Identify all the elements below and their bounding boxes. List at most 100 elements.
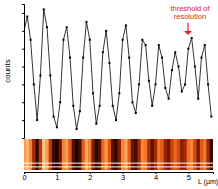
data-marker — [95, 123, 97, 125]
strip-cell — [210, 139, 213, 170]
y-tick — [22, 67, 24, 68]
strip-cell — [124, 139, 128, 170]
strip-cell — [147, 139, 151, 170]
data-marker — [59, 101, 61, 103]
strip-background — [24, 139, 213, 170]
data-marker — [43, 8, 45, 10]
strip-cell — [82, 139, 86, 170]
plot-marks — [24, 8, 212, 130]
data-marker — [53, 116, 55, 118]
data-marker — [62, 39, 64, 41]
y-tick-mark — [22, 67, 24, 68]
x-tick: 1 — [55, 172, 59, 182]
x-tick: 2 — [88, 172, 92, 182]
data-marker — [33, 83, 35, 85]
data-marker — [26, 16, 28, 18]
strip-cell — [45, 139, 49, 170]
data-marker — [66, 26, 68, 28]
data-marker — [191, 37, 193, 39]
x-tick-label: 5 — [187, 173, 191, 182]
data-marker — [171, 69, 173, 71]
data-marker — [89, 39, 91, 41]
data-marker — [187, 48, 189, 50]
data-marker — [92, 92, 94, 94]
strip-cell — [197, 139, 201, 170]
strip-cell — [170, 139, 174, 170]
annotation-arrowhead — [184, 31, 192, 35]
strip-cell — [206, 139, 210, 170]
x-tick-label: 3 — [121, 173, 125, 182]
data-line — [24, 9, 211, 129]
chart: 012345L (µm)countsthreshold ofresolution — [0, 0, 218, 189]
data-marker — [99, 105, 101, 107]
strip-cell — [88, 139, 92, 170]
x-tick: 5 — [187, 172, 191, 182]
data-marker — [30, 39, 32, 41]
x-tick: 3 — [121, 172, 125, 182]
data-marker — [85, 21, 87, 23]
data-marker — [151, 105, 153, 107]
annotation-text: resolution — [174, 12, 207, 21]
y-tick-mark — [22, 49, 24, 50]
strip-cell — [65, 139, 69, 170]
strip-cell — [190, 139, 194, 170]
data-marker — [177, 66, 179, 68]
strip-cell — [167, 139, 171, 170]
strip-cell — [114, 139, 118, 170]
strip-cell — [134, 139, 138, 170]
strip-cell — [91, 139, 95, 170]
y-tick — [22, 138, 24, 139]
data-marker — [131, 101, 133, 103]
x-tick-label: 0 — [22, 173, 26, 182]
y-tick — [22, 49, 24, 50]
data-marker — [46, 26, 48, 28]
strip-cell — [154, 139, 158, 170]
data-marker — [76, 128, 78, 130]
annotation: threshold ofresolution — [170, 4, 210, 35]
data-marker — [194, 66, 196, 68]
data-marker — [210, 116, 212, 118]
x-axis-line — [25, 173, 214, 175]
x-tick: 4 — [154, 172, 158, 182]
data-marker — [108, 62, 110, 64]
strip-cell — [101, 139, 105, 170]
strip-cell — [177, 139, 181, 170]
strip-cell — [29, 139, 33, 170]
x-axis-title: L (µm) — [198, 178, 218, 186]
data-marker — [102, 51, 104, 53]
strip-cell — [131, 139, 135, 170]
data-marker — [118, 92, 120, 94]
data-marker — [49, 74, 51, 76]
data-marker — [56, 126, 58, 128]
y-tick-mark — [22, 13, 24, 14]
y-axis — [22, 5, 25, 139]
data-marker — [184, 83, 186, 85]
strip-cell — [108, 139, 112, 170]
strip-cell — [42, 139, 46, 170]
data-marker — [36, 119, 38, 121]
strip-cell — [78, 139, 82, 170]
strip-cell — [144, 139, 148, 170]
strip-cell — [183, 139, 187, 170]
data-marker — [148, 80, 150, 82]
strip-cell — [137, 139, 141, 170]
data-marker — [135, 112, 137, 114]
strip-cell — [187, 139, 191, 170]
data-marker — [145, 44, 147, 46]
strip-cell — [39, 139, 43, 170]
data-marker — [174, 51, 176, 53]
data-marker — [105, 30, 107, 32]
x-tick: 0 — [22, 172, 26, 182]
strip-cell — [55, 139, 59, 170]
strip-line — [24, 166, 213, 167]
strip-cell — [203, 139, 207, 170]
data-marker — [158, 44, 160, 46]
y-tick-mark — [22, 102, 24, 103]
strip-cell — [68, 139, 72, 170]
strip-cell — [95, 139, 99, 170]
y-tick-mark — [22, 31, 24, 32]
data-marker — [112, 105, 114, 107]
x-tick-label: 1 — [55, 173, 59, 182]
data-marker — [200, 57, 202, 59]
data-marker — [207, 83, 209, 85]
